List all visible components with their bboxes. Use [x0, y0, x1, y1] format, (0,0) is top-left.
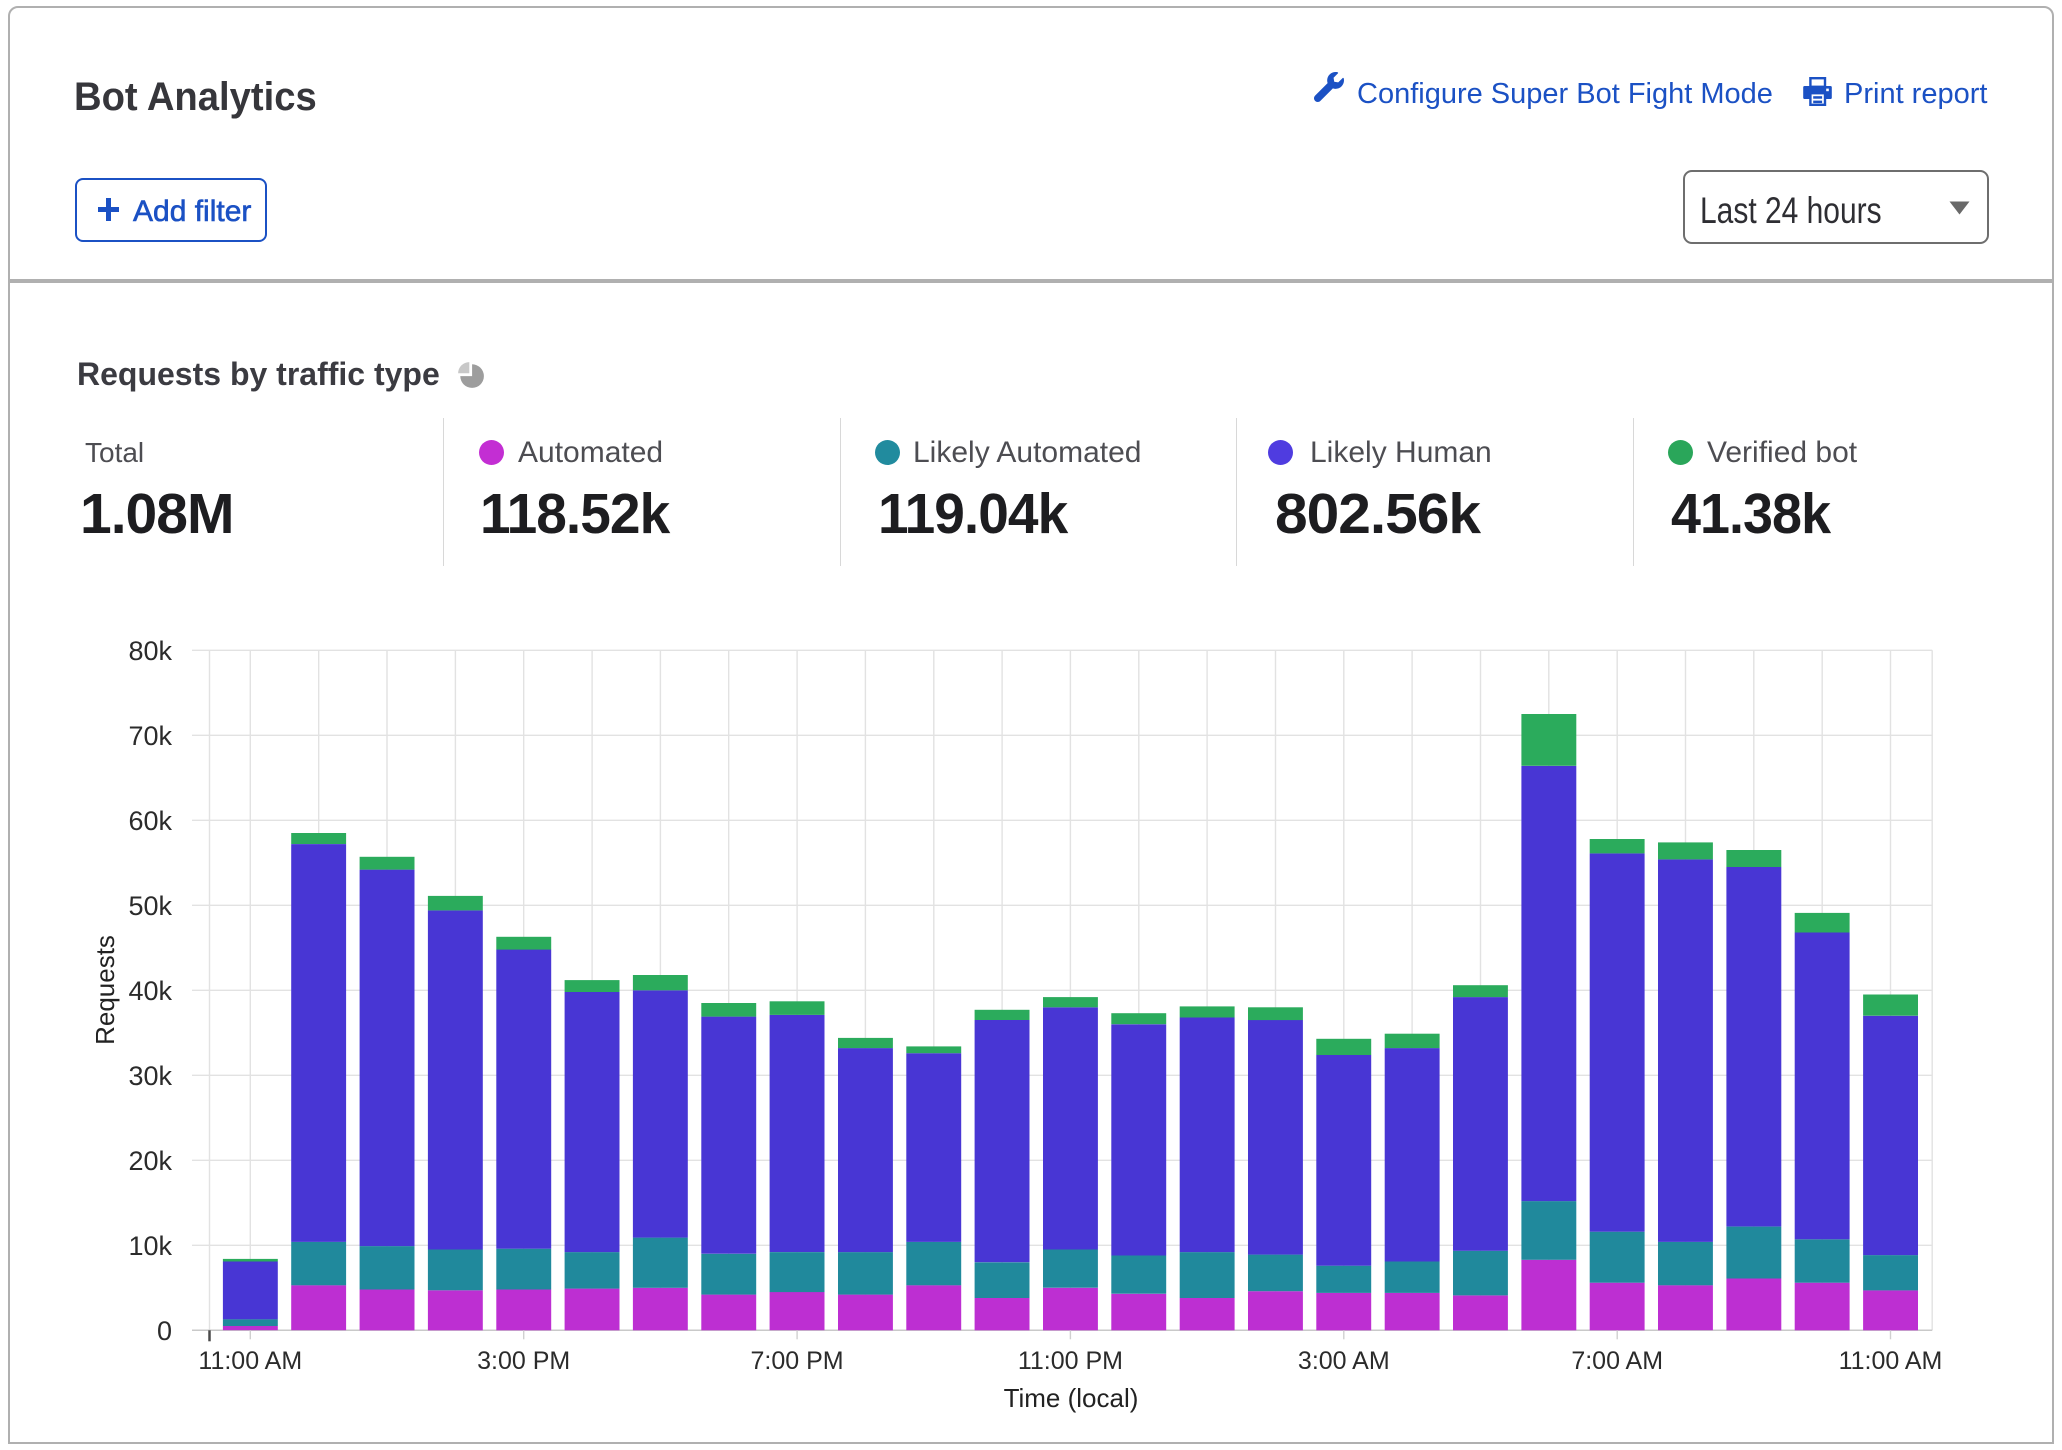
svg-text:30k: 30k — [128, 1061, 172, 1091]
svg-text:Requests: Requests — [90, 935, 120, 1045]
svg-text:80k: 80k — [128, 636, 172, 666]
svg-text:11:00 AM: 11:00 AM — [1839, 1347, 1943, 1375]
svg-text:20k: 20k — [128, 1146, 172, 1176]
svg-text:0: 0 — [157, 1316, 172, 1346]
svg-text:60k: 60k — [128, 806, 172, 836]
svg-text:7:00 AM: 7:00 AM — [1571, 1347, 1663, 1375]
svg-text:11:00 PM: 11:00 PM — [1018, 1347, 1123, 1375]
svg-text:7:00 PM: 7:00 PM — [751, 1347, 844, 1375]
svg-text:50k: 50k — [128, 891, 172, 921]
svg-text:3:00 PM: 3:00 PM — [477, 1347, 570, 1375]
svg-text:40k: 40k — [128, 976, 172, 1006]
svg-text:Time (local): Time (local) — [1004, 1383, 1139, 1413]
svg-text:70k: 70k — [128, 721, 172, 751]
svg-text:11:00 AM: 11:00 AM — [198, 1347, 302, 1375]
svg-text:3:00 AM: 3:00 AM — [1298, 1347, 1390, 1375]
svg-text:10k: 10k — [128, 1231, 172, 1261]
